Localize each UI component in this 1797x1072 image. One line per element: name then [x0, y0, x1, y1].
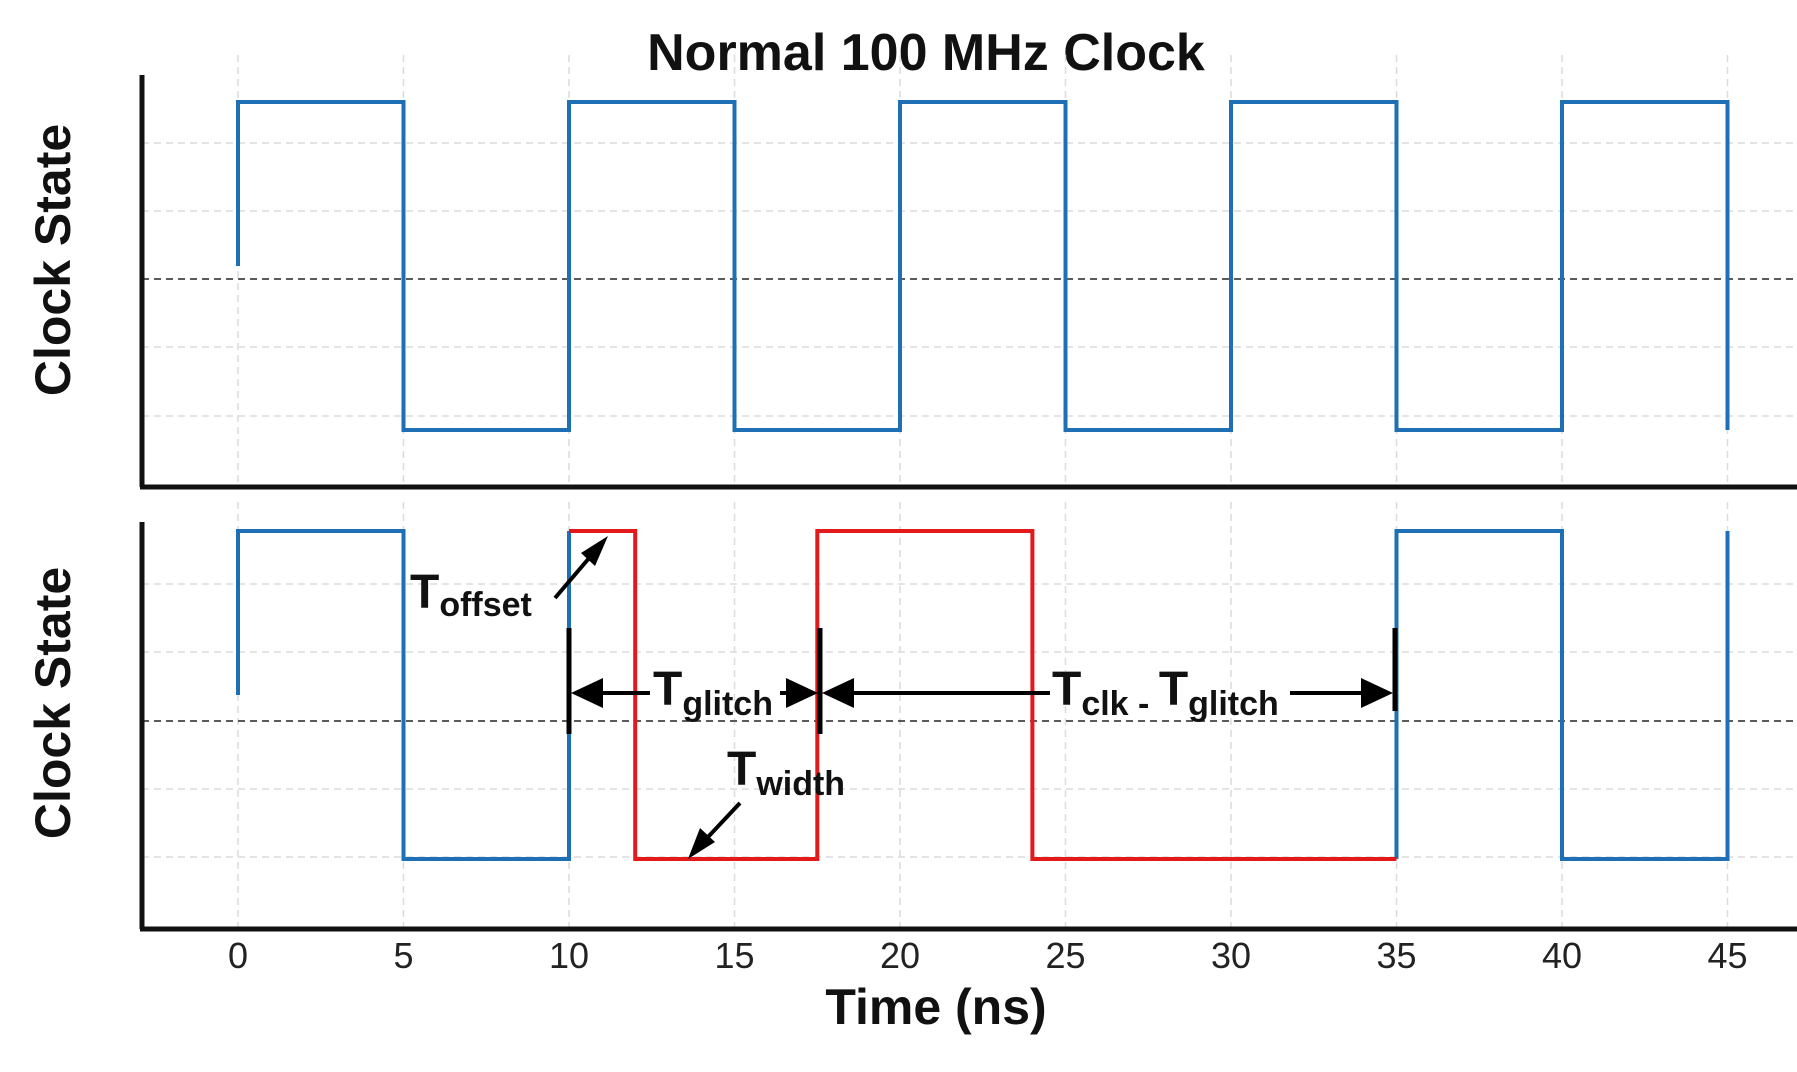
y-axis-label-glitched: Clock State — [25, 567, 81, 839]
t-glitch-right-arrowhead — [786, 678, 818, 708]
x-tick-label: 40 — [1542, 935, 1582, 976]
chart-title: Normal 100 MHz Clock — [647, 24, 1205, 82]
x-tick-label: 5 — [393, 935, 413, 976]
t-glitch-main: T — [653, 663, 682, 716]
t-clk-main: T — [1052, 663, 1081, 716]
t-clk-minus-glitch-label: Tclk - Tglitch — [1052, 663, 1279, 723]
x-tick-label: 25 — [1045, 935, 1085, 976]
t-glitch-sub: glitch — [682, 685, 773, 723]
y-axis-label-normal: Clock State — [25, 124, 81, 396]
t-glitch2-main: T — [1159, 663, 1188, 716]
t-offset-main: T — [410, 566, 439, 619]
grid-normal — [142, 55, 1797, 487]
x-tick-label: 15 — [714, 935, 754, 976]
t-glitch2-sub: glitch — [1188, 685, 1279, 723]
x-tick-label: 30 — [1211, 935, 1251, 976]
t-offset-label: Toffset — [410, 566, 532, 624]
t-width-label: Twidth — [727, 743, 845, 803]
t-clk-sub: clk - — [1081, 685, 1158, 723]
series-clock-line — [1394, 529, 1730, 861]
x-tick-label: 10 — [549, 935, 589, 976]
t-glitch-label: Tglitch — [653, 663, 773, 723]
x-axis-label: Time (ns) — [825, 979, 1046, 1035]
x-tick-labels: 0 5 10 15 20 25 30 35 40 45 — [228, 935, 1748, 976]
annotations: Toffset Tglitch Tclk - Tglitch Tw — [410, 536, 1398, 859]
x-tick-label: 45 — [1707, 935, 1747, 976]
t-offset-arrowhead — [581, 536, 608, 566]
series-group-normal — [236, 100, 1730, 432]
t-width-sub: width — [755, 765, 845, 803]
t-offset-sub: offset — [439, 586, 532, 624]
grid-glitched — [142, 502, 1797, 929]
panel-glitched: Clock State Toffset Tglitch — [25, 502, 1797, 932]
series-clock-line — [236, 100, 1730, 432]
t-width-main: T — [727, 743, 756, 796]
series-glitch-line — [569, 529, 1397, 861]
t-offset-arrow-line — [553, 555, 592, 600]
series-clock-line — [236, 529, 571, 861]
x-tick-label: 0 — [228, 935, 248, 976]
x-tick-label: 35 — [1376, 935, 1416, 976]
t-clk-right-arrowhead — [1361, 678, 1393, 708]
t-width-arrow-line — [706, 801, 742, 839]
t-clk-left-arrowhead — [822, 678, 854, 708]
t-glitch-left-arrowhead — [571, 678, 603, 708]
x-tick-label: 20 — [880, 935, 920, 976]
panel-normal: Clock State — [25, 55, 1797, 490]
series-group-glitched — [236, 529, 1730, 861]
t-width-arrowhead — [688, 828, 715, 859]
